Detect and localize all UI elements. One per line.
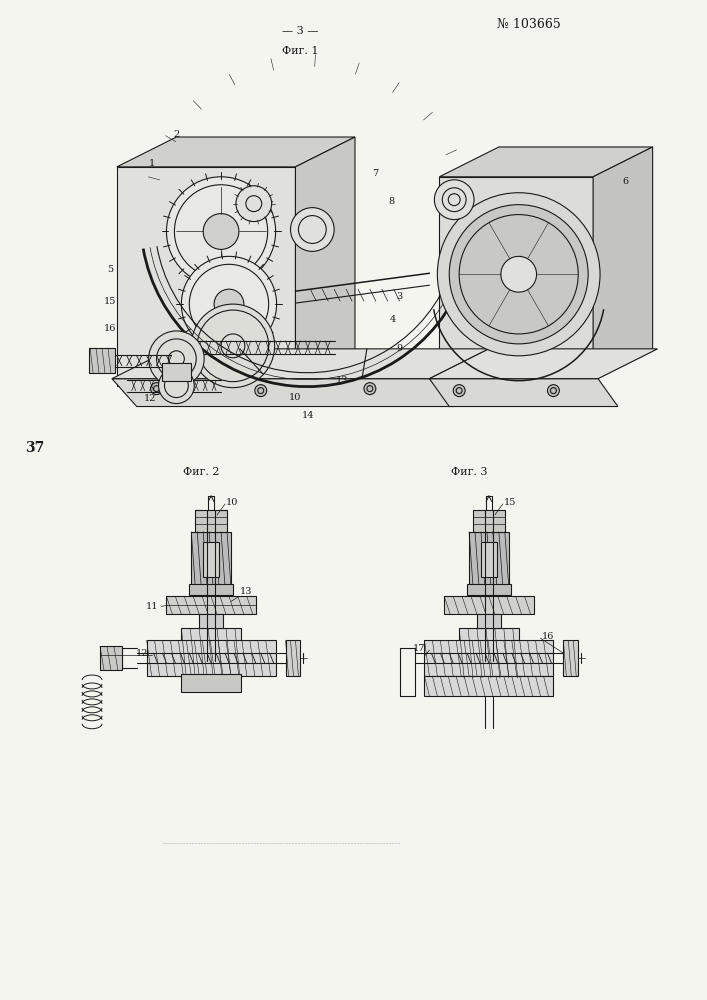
Circle shape — [547, 385, 559, 397]
Circle shape — [148, 331, 204, 387]
Circle shape — [182, 256, 276, 352]
Text: 12: 12 — [144, 394, 156, 403]
Circle shape — [166, 177, 276, 286]
Circle shape — [453, 385, 465, 397]
Bar — [161, 363, 192, 381]
Text: 37: 37 — [25, 441, 44, 455]
Circle shape — [438, 193, 600, 356]
Text: 15: 15 — [504, 498, 516, 507]
Text: 14: 14 — [302, 411, 315, 420]
Polygon shape — [112, 349, 489, 379]
Text: 9: 9 — [397, 344, 403, 353]
Bar — [189, 584, 233, 595]
Bar — [199, 614, 223, 628]
Circle shape — [255, 385, 267, 397]
Bar — [182, 628, 241, 678]
Text: Фиг. 3: Фиг. 3 — [451, 467, 487, 477]
Text: 16: 16 — [104, 324, 116, 333]
Text: 15: 15 — [104, 297, 116, 306]
Text: 10: 10 — [289, 393, 302, 402]
Text: 16: 16 — [542, 632, 555, 641]
Bar — [469, 532, 509, 587]
Text: 11: 11 — [158, 386, 171, 395]
Bar — [166, 596, 256, 614]
Circle shape — [158, 368, 194, 404]
Circle shape — [214, 289, 244, 319]
Polygon shape — [112, 379, 454, 407]
Text: 3: 3 — [397, 292, 403, 301]
Bar — [89, 348, 115, 373]
Text: 13: 13 — [240, 587, 252, 596]
Bar — [203, 542, 219, 577]
Text: 17: 17 — [413, 644, 426, 653]
Bar — [100, 646, 122, 670]
Bar — [146, 640, 276, 676]
Text: 10: 10 — [226, 498, 238, 507]
Circle shape — [203, 214, 239, 249]
Text: Фиг. 2: Фиг. 2 — [183, 467, 219, 477]
Circle shape — [434, 180, 474, 220]
Polygon shape — [429, 349, 658, 379]
Text: 1: 1 — [148, 159, 155, 168]
Text: 4: 4 — [390, 315, 396, 324]
Bar — [286, 640, 300, 676]
Bar — [467, 584, 510, 595]
Circle shape — [151, 383, 163, 395]
Text: 13: 13 — [336, 376, 349, 385]
Text: 5: 5 — [107, 265, 113, 274]
Circle shape — [501, 256, 537, 292]
Bar — [195, 510, 227, 532]
Polygon shape — [593, 147, 653, 381]
Text: 12: 12 — [136, 649, 148, 658]
Bar — [424, 676, 554, 696]
Bar — [424, 640, 554, 676]
Bar — [182, 674, 241, 692]
Bar — [477, 614, 501, 628]
Text: — 3 —: — 3 — — [282, 26, 319, 36]
Bar — [481, 542, 497, 577]
Polygon shape — [296, 137, 355, 386]
Polygon shape — [117, 137, 355, 167]
Circle shape — [449, 205, 588, 344]
Text: 17: 17 — [104, 356, 116, 365]
Circle shape — [192, 304, 274, 388]
Bar — [192, 532, 231, 587]
Circle shape — [291, 208, 334, 251]
Polygon shape — [439, 147, 653, 177]
Text: 8: 8 — [389, 197, 395, 206]
Circle shape — [236, 186, 271, 222]
Text: № 103665: № 103665 — [497, 18, 561, 31]
Text: 11: 11 — [146, 602, 158, 611]
Text: Фиг. 1: Фиг. 1 — [282, 46, 319, 56]
Text: 7: 7 — [372, 169, 378, 178]
Polygon shape — [439, 177, 593, 381]
Text: 2: 2 — [173, 130, 180, 139]
Bar — [459, 628, 519, 678]
Bar — [473, 510, 505, 532]
Bar — [444, 596, 534, 614]
Polygon shape — [429, 379, 618, 407]
Polygon shape — [117, 167, 296, 386]
Text: 6: 6 — [623, 177, 629, 186]
Circle shape — [364, 383, 376, 395]
Bar — [563, 640, 578, 676]
